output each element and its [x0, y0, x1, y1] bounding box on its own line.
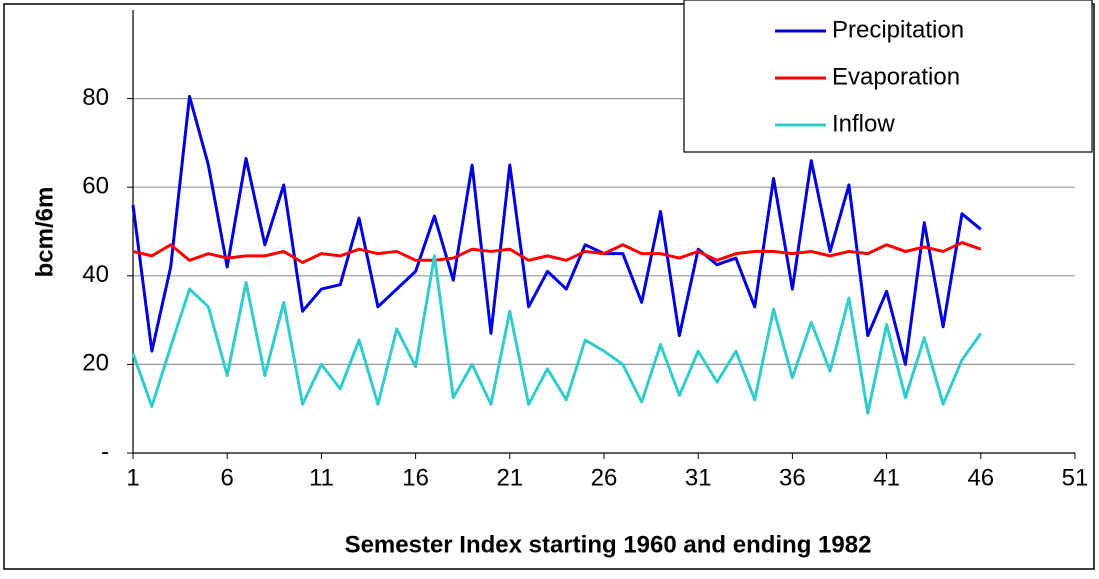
x-tick-label: 16	[402, 464, 429, 491]
y-tick-label: 40	[82, 261, 109, 288]
legend-label: Precipitation	[832, 16, 964, 43]
legend-label: Inflow	[832, 110, 895, 137]
y-tick-label: 20	[82, 350, 109, 377]
legend-label: Evaporation	[832, 63, 960, 90]
x-tick-label: 36	[779, 464, 806, 491]
x-tick-label: 26	[591, 464, 618, 491]
y-tick-label: -	[101, 438, 109, 465]
y-tick-label: 60	[82, 173, 109, 200]
x-tick-label: 41	[873, 464, 900, 491]
x-tick-label: 51	[1062, 464, 1089, 491]
x-tick-label: 11	[309, 464, 334, 491]
x-tick-label: 1	[126, 464, 139, 491]
x-tick-label: 46	[967, 464, 994, 491]
x-axis-label: Semester Index starting 1960 and ending …	[345, 531, 872, 558]
data-line	[131, 254, 983, 415]
x-tick-label: 21	[496, 464, 523, 491]
legend-box	[683, 0, 1093, 153]
data-line	[132, 241, 982, 265]
y-tick-label: 80	[82, 84, 109, 111]
y-axis-label: bcm/6m	[31, 187, 58, 278]
x-tick-label: 31	[685, 464, 712, 491]
data-line	[131, 94, 982, 366]
x-tick-label: 6	[221, 464, 234, 491]
